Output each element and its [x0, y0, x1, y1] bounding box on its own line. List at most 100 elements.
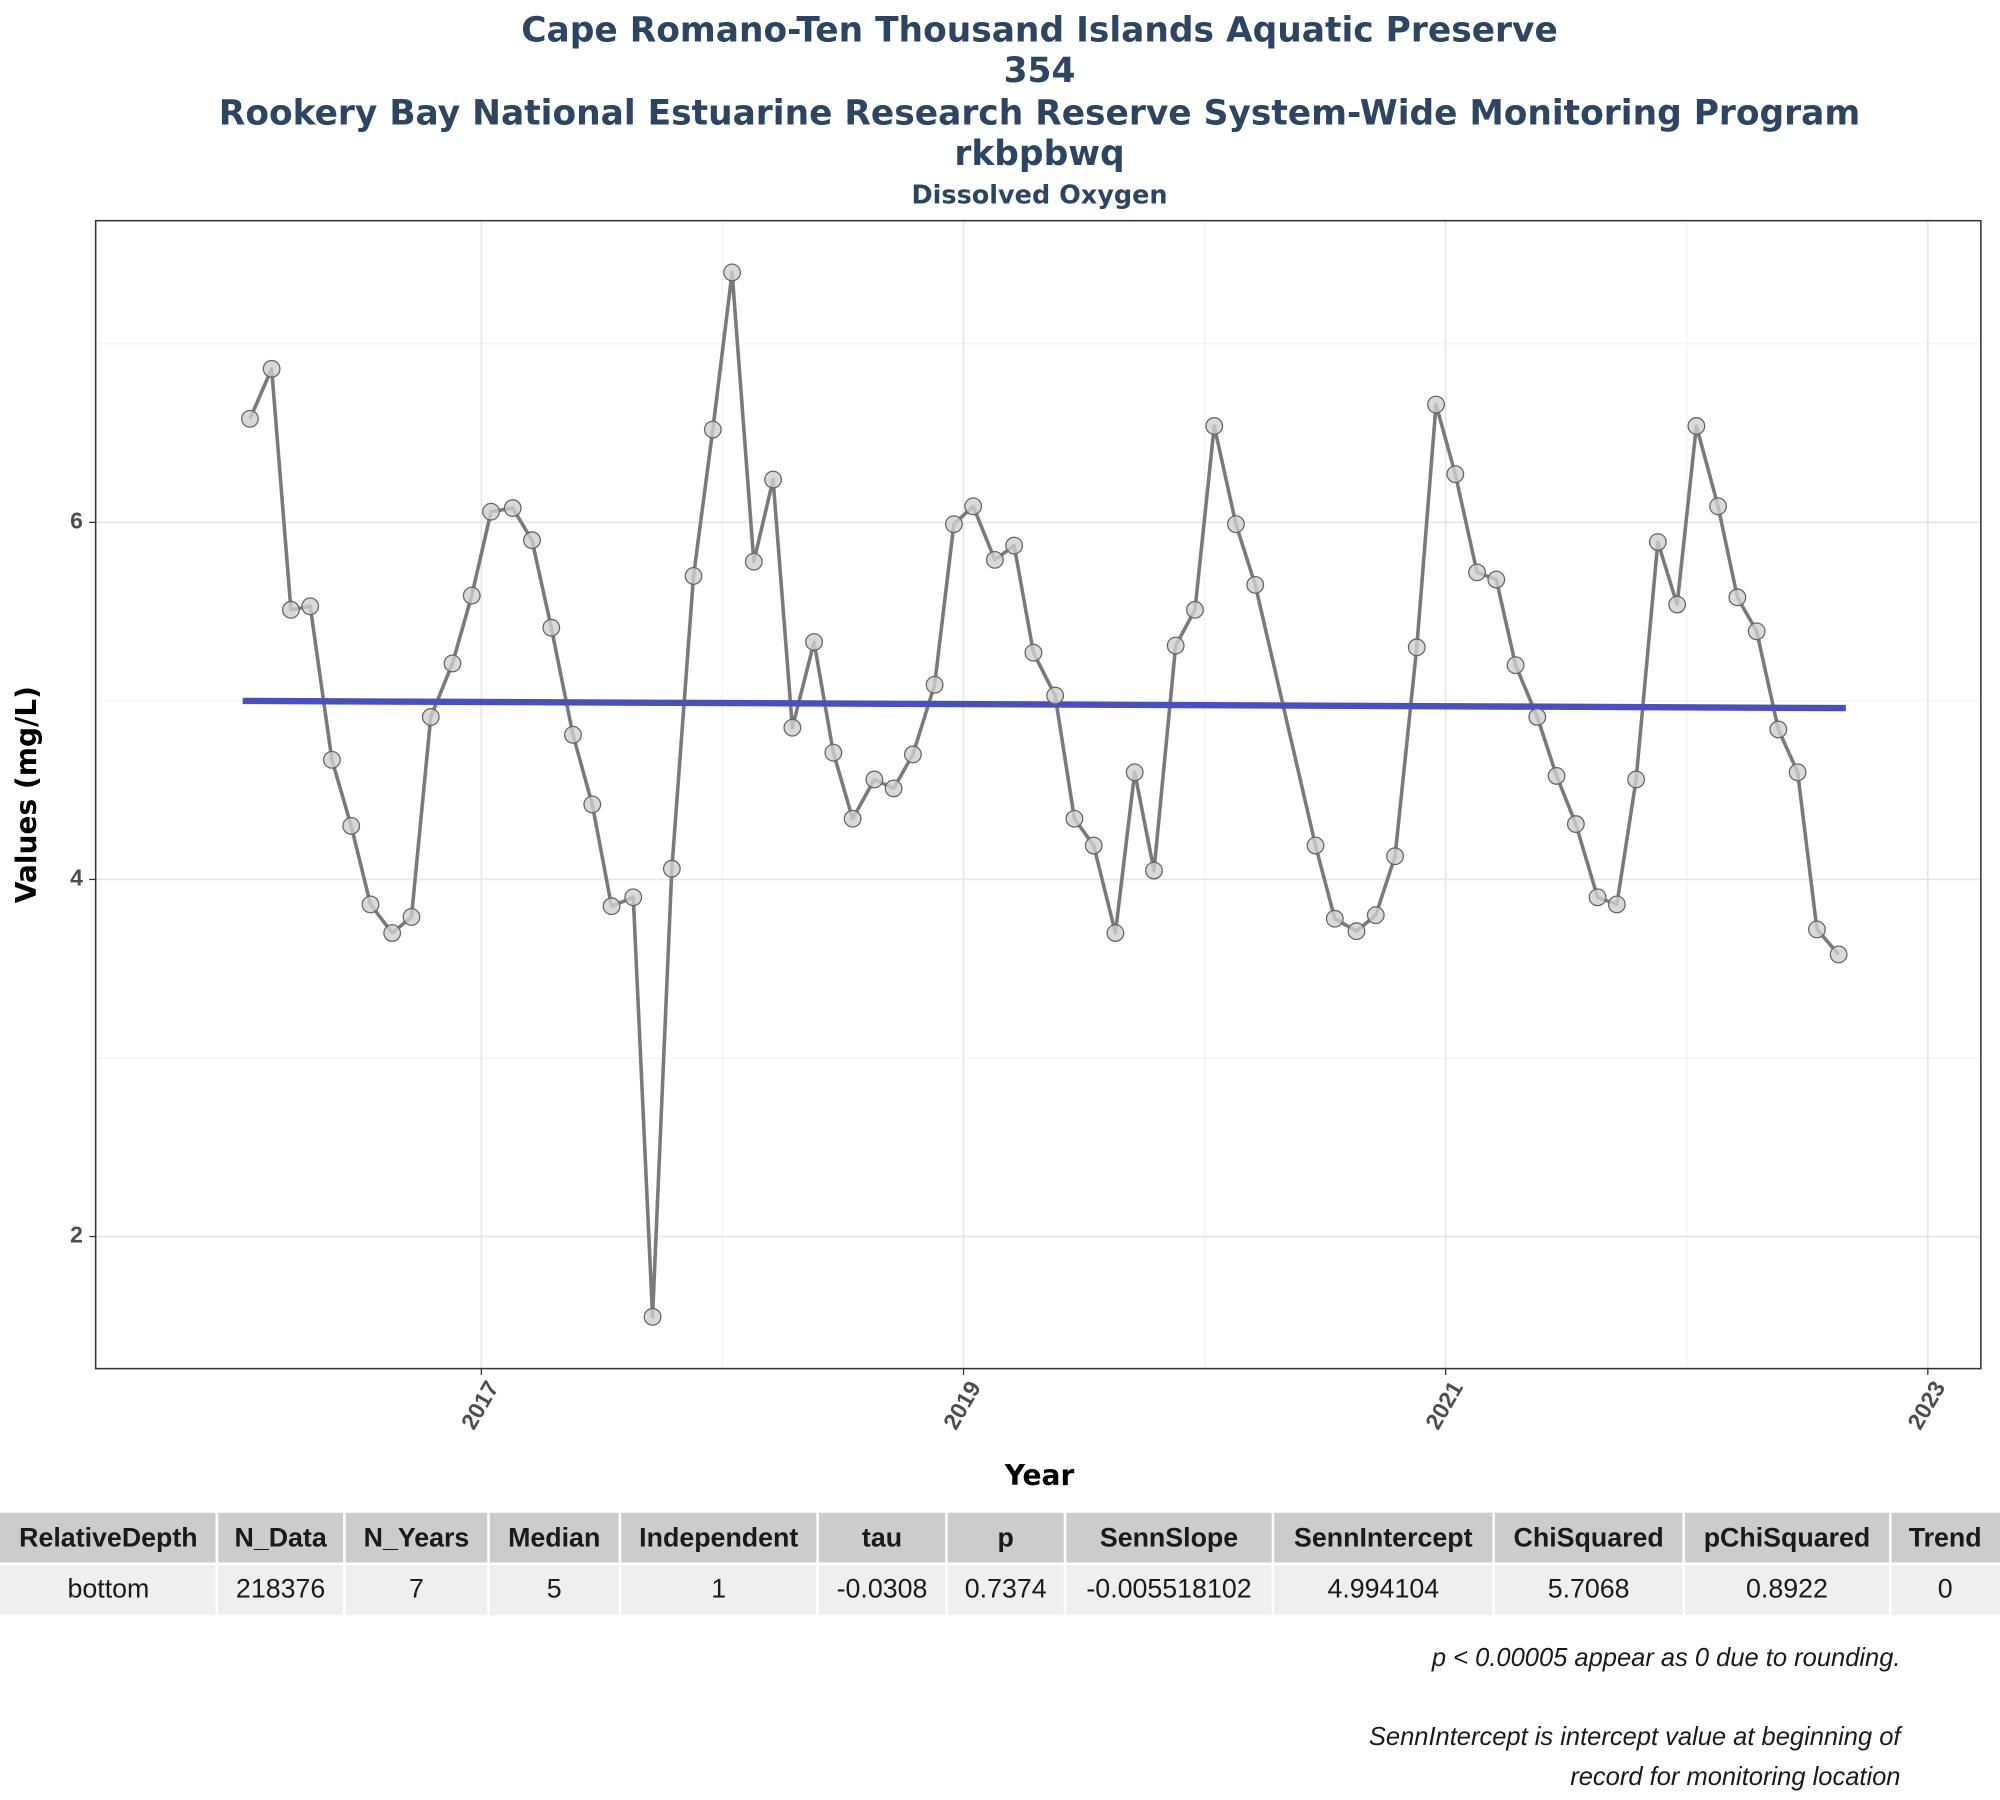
data-point	[1246, 575, 1265, 594]
y-tick-label: 4	[70, 865, 83, 891]
table-header-cell: Median	[508, 1523, 600, 1553]
table-header-cell: ChiSquared	[1514, 1523, 1664, 1553]
title-line: 354	[1004, 51, 1076, 91]
data-point	[1829, 945, 1848, 964]
data-point	[523, 531, 541, 550]
data-point	[925, 675, 944, 694]
data-point	[503, 499, 522, 518]
data-point	[421, 708, 440, 726]
data-point	[662, 859, 681, 878]
x-tick-label: 2021	[1420, 1376, 1468, 1433]
data-point	[1005, 536, 1024, 555]
data-point	[1084, 836, 1103, 855]
data-point	[1446, 465, 1465, 484]
data-point	[1607, 895, 1626, 914]
table-header-cell: tau	[862, 1523, 902, 1553]
x-tick-label: 2023	[1902, 1376, 1950, 1433]
data-point	[1566, 815, 1585, 834]
data-point	[1547, 766, 1566, 785]
data-point	[1024, 643, 1043, 662]
table-cell: 4.994104	[1327, 1574, 1439, 1604]
data-point	[944, 515, 963, 534]
data-point	[703, 420, 722, 439]
table-header-cell: N_Years	[364, 1523, 470, 1553]
table-header-cell: N_Data	[234, 1523, 327, 1553]
data-point	[1506, 656, 1525, 675]
table-cell: 1	[711, 1574, 726, 1604]
data-point	[684, 567, 703, 585]
title-line: Rookery Bay National Estuarine Research …	[219, 93, 1860, 133]
table-cell: -0.0308	[837, 1574, 928, 1604]
data-point	[1205, 417, 1224, 435]
data-point	[1065, 809, 1084, 828]
table-header-bg	[0, 1512, 2000, 1564]
data-point	[1769, 720, 1788, 739]
data-point	[1386, 847, 1404, 866]
data-point	[1366, 906, 1385, 925]
table-row-bg	[0, 1563, 2000, 1615]
data-point	[1709, 497, 1728, 516]
data-point	[1306, 836, 1325, 855]
data-point	[1106, 924, 1125, 942]
x-tick-label: 2019	[938, 1376, 986, 1433]
table-header-cell: SennIntercept	[1294, 1523, 1473, 1553]
footnote: record for monitoring location	[1570, 1763, 1900, 1791]
data-point	[322, 750, 341, 769]
data-point	[361, 895, 380, 914]
data-point	[1407, 638, 1426, 657]
data-point	[1808, 920, 1826, 939]
data-point	[805, 633, 823, 651]
data-point	[383, 924, 402, 942]
data-point	[1046, 686, 1065, 705]
data-point	[1687, 417, 1706, 435]
data-point	[1227, 515, 1245, 534]
data-point	[1627, 770, 1646, 789]
data-point	[462, 586, 481, 605]
y-tick-label: 6	[70, 507, 83, 533]
data-point	[583, 795, 602, 814]
data-point	[1145, 861, 1163, 880]
trend-line	[242, 697, 1846, 712]
table-cell: bottom	[68, 1574, 150, 1604]
data-point	[1588, 888, 1607, 907]
table-header-cell: pChiSquared	[1704, 1523, 1871, 1553]
title-line: rkbpbwq	[954, 134, 1124, 174]
plot-background	[95, 220, 1981, 1369]
data-point	[723, 263, 742, 282]
data-point	[1186, 600, 1204, 619]
table-header-cell: Trend	[1909, 1523, 1982, 1553]
table-cell: 218376	[236, 1574, 325, 1604]
data-point	[443, 654, 462, 673]
data-point	[884, 779, 903, 798]
data-point	[1125, 763, 1144, 782]
data-point	[985, 550, 1004, 569]
data-point	[1347, 922, 1366, 941]
table-cell: 7	[409, 1574, 424, 1604]
table-cell: 0.8922	[1746, 1574, 1828, 1604]
table-cell: 0.7374	[965, 1574, 1047, 1604]
data-point	[482, 502, 500, 521]
data-point	[1747, 622, 1766, 641]
data-point	[824, 743, 843, 762]
data-point	[764, 470, 783, 489]
data-point	[301, 597, 320, 616]
table-cell: 5	[547, 1574, 562, 1604]
data-point	[964, 497, 983, 516]
data-point	[1487, 570, 1506, 589]
data-point	[1788, 763, 1807, 782]
data-point	[1668, 595, 1687, 614]
y-tick-label: 2	[70, 1222, 83, 1248]
data-point	[783, 718, 802, 737]
data-point	[1528, 708, 1547, 726]
table-cell: 0	[1938, 1574, 1953, 1604]
data-point	[282, 600, 300, 619]
data-point	[843, 809, 862, 828]
data-point	[542, 618, 561, 637]
data-point	[1166, 636, 1185, 655]
data-point	[1325, 909, 1344, 928]
table-header-cell: p	[998, 1523, 1014, 1553]
data-point	[602, 897, 621, 916]
x-axis-title: Year	[1004, 1459, 1075, 1492]
data-point	[1648, 533, 1667, 551]
